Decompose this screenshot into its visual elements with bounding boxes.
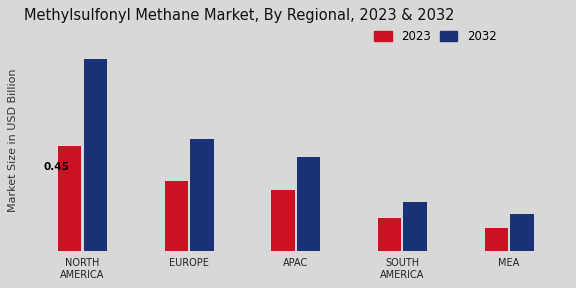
Text: Methylsulfonyl Methane Market, By Regional, 2023 & 2032: Methylsulfonyl Methane Market, By Region…	[24, 8, 454, 23]
Y-axis label: Market Size in USD Billion: Market Size in USD Billion	[8, 68, 18, 212]
Bar	[84, 59, 107, 251]
Bar	[190, 139, 214, 251]
Text: 0.45: 0.45	[44, 162, 70, 172]
Bar	[403, 202, 427, 251]
Bar	[484, 228, 508, 251]
Bar	[165, 181, 188, 251]
Bar	[58, 146, 81, 251]
Legend: 2023, 2032: 2023, 2032	[370, 25, 501, 48]
Bar	[297, 158, 320, 251]
Bar	[510, 214, 533, 251]
Bar	[271, 190, 295, 251]
Bar	[378, 218, 401, 251]
